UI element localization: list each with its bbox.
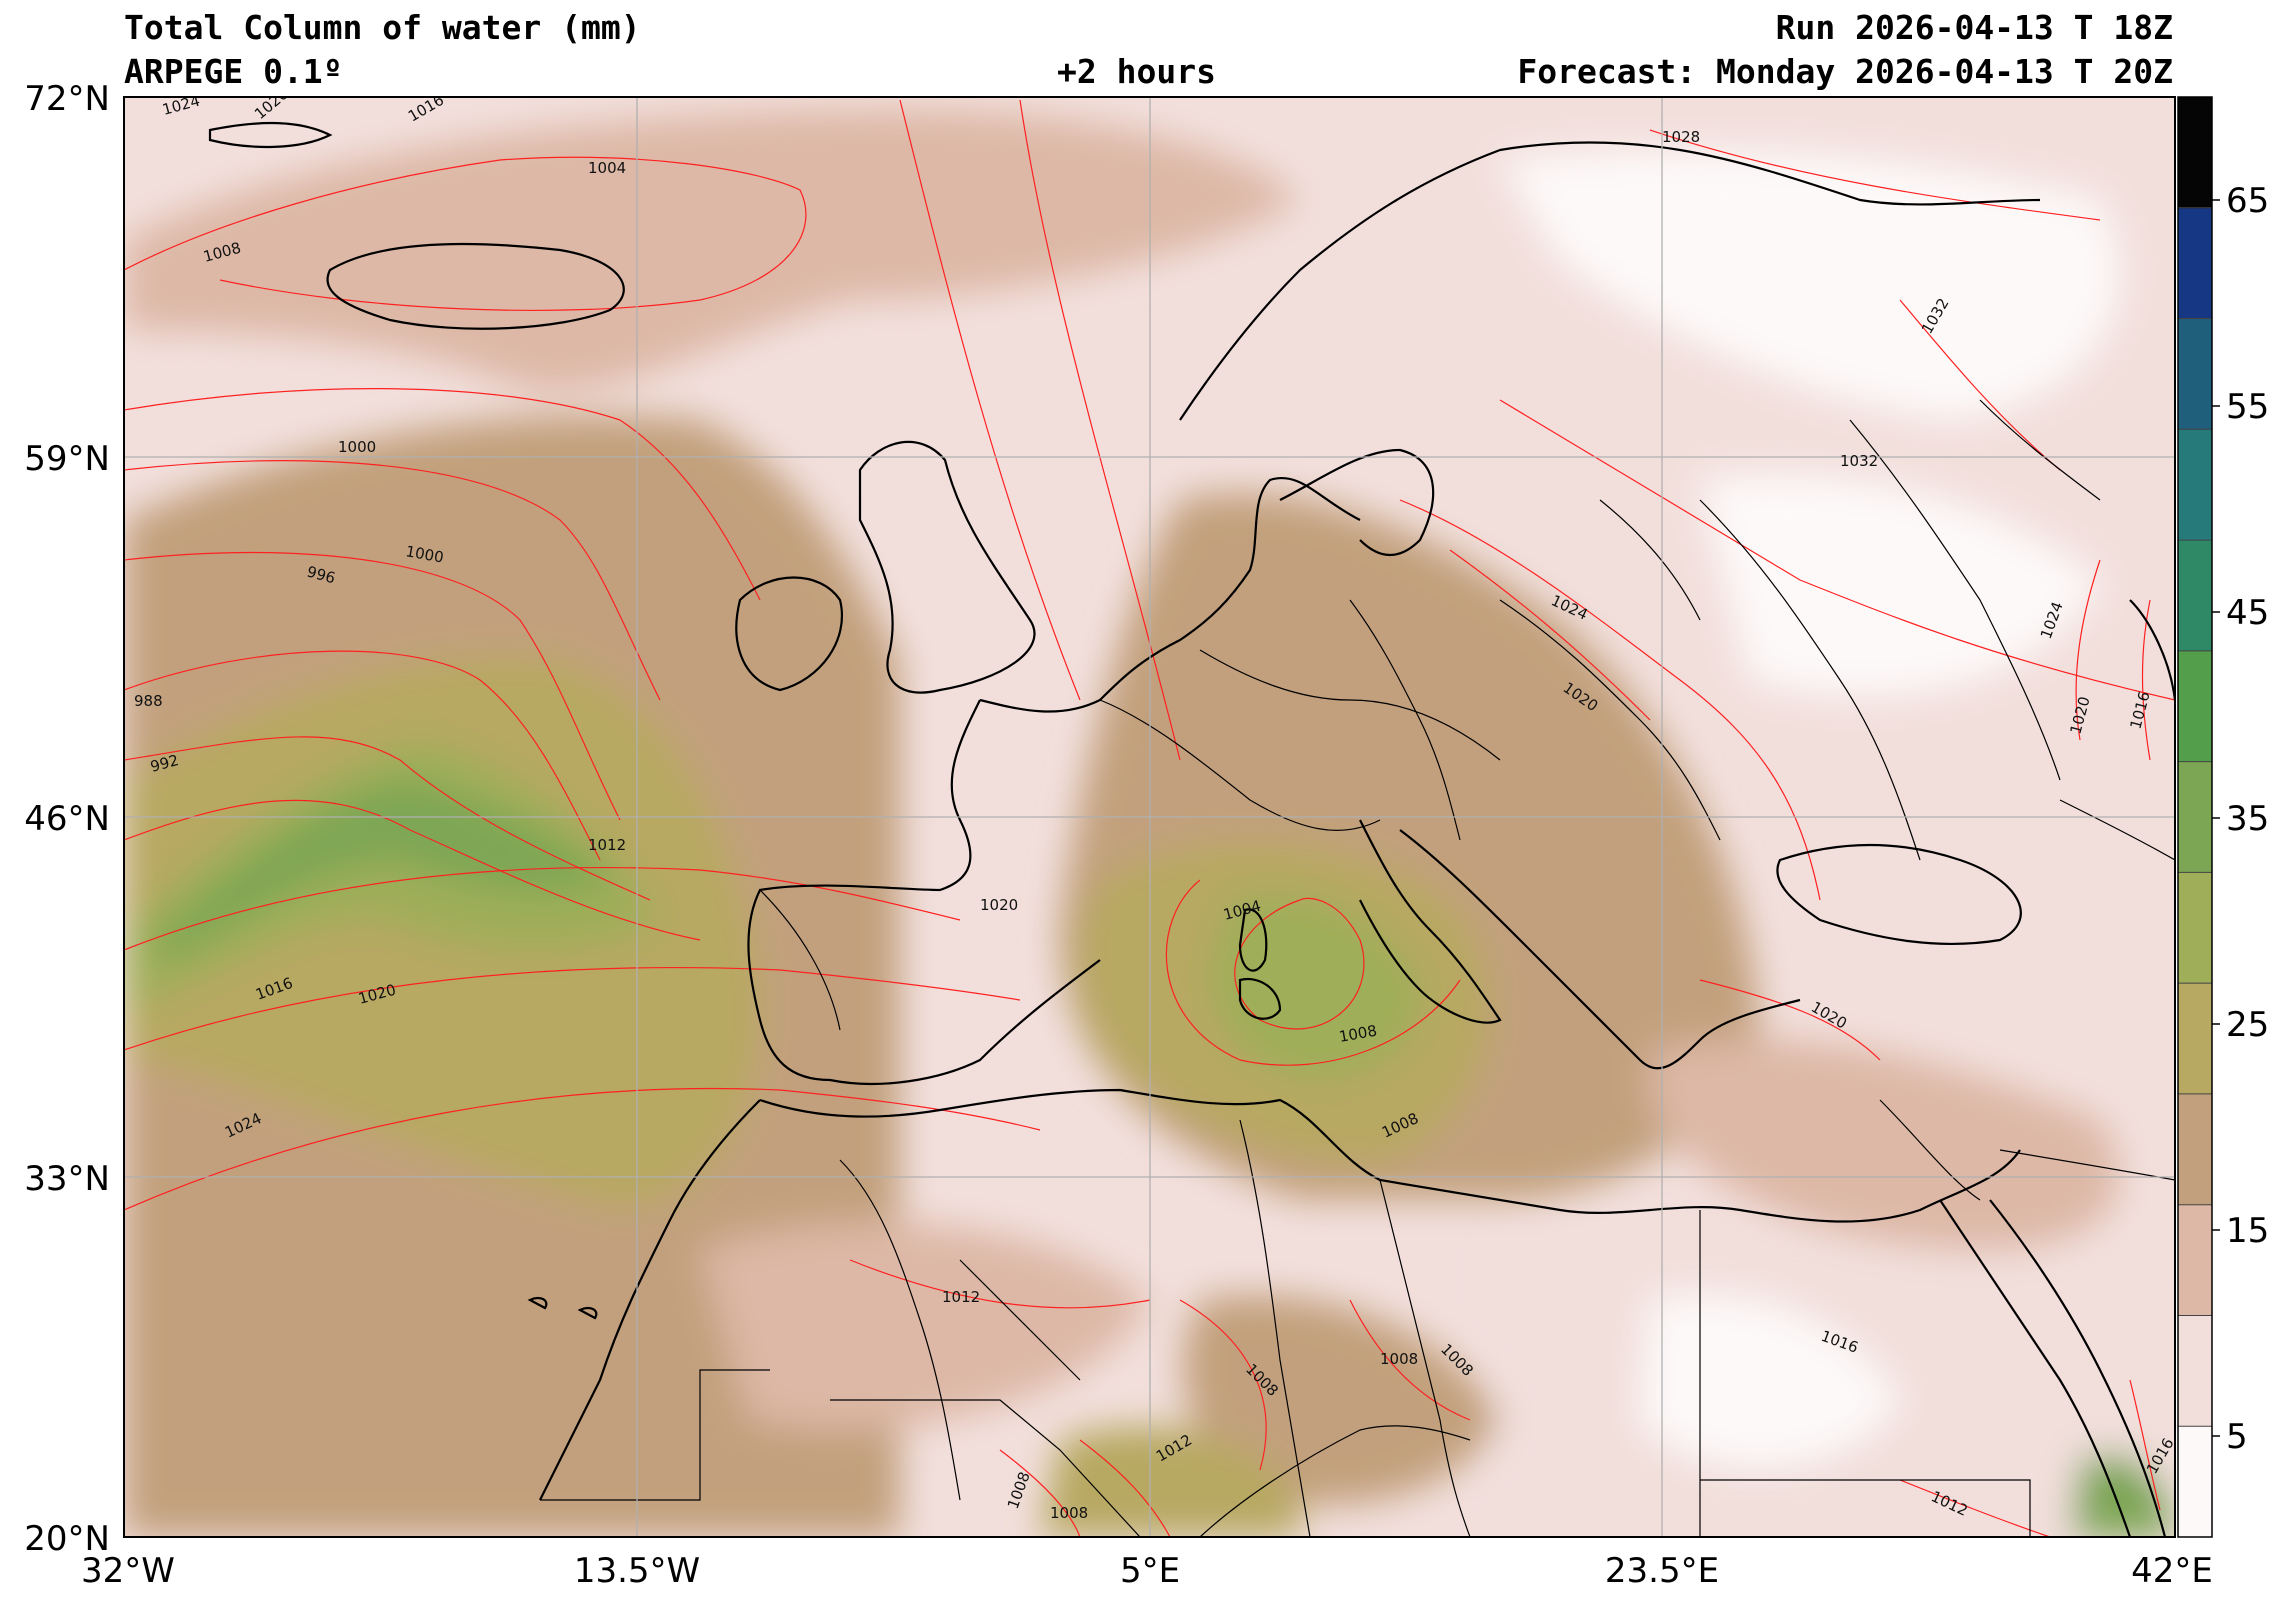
- colorbar-segment: [2178, 540, 2212, 652]
- colorbar-tick-label: 35: [2226, 799, 2269, 839]
- isobar-label: 1020: [980, 896, 1018, 914]
- lon-tick-label: 23.5°E: [1605, 1551, 1719, 1591]
- colorbar-segment: [2178, 1426, 2212, 1538]
- colorbar-frame: [2177, 96, 2213, 1538]
- isobar-label: 1032: [1840, 452, 1878, 470]
- colorbar-segment: [2178, 97, 2212, 209]
- lat-tick-label: 46°N: [24, 799, 110, 839]
- lon-tick-label: 13.5°W: [574, 1551, 700, 1591]
- colorbar-labels: 65 55 45 35 25 15 5: [2226, 181, 2269, 1457]
- lat-tick-label: 59°N: [24, 439, 110, 479]
- isobar-label: 1000: [338, 438, 376, 456]
- map-frame: [123, 96, 2176, 1538]
- colorbar-tick-label: 15: [2226, 1211, 2269, 1251]
- longitude-axis: 32°W 13.5°W 5°E 23.5°E 42°E: [81, 1551, 2213, 1591]
- lon-tick-label: 42°E: [2131, 1551, 2213, 1591]
- water-column-field: 1024 1020 1016 1004 1008 1000 1000 996 9…: [124, 97, 2175, 1537]
- run-label: Run 2026-04-13 T 18Z: [1775, 8, 2173, 47]
- colorbar-segment: [2178, 650, 2212, 763]
- colorbar-tick-label: 45: [2226, 593, 2269, 633]
- colorbar-segment: [2178, 318, 2212, 430]
- colorbar-segment: [2178, 761, 2212, 873]
- country-borders: [540, 399, 2175, 1537]
- model-label: ARPEGE 0.1º: [124, 52, 343, 91]
- colorbar-tick-label: 25: [2226, 1005, 2269, 1045]
- isobar-label: 1012: [942, 1288, 980, 1306]
- isobar-label: 1004: [588, 159, 626, 177]
- lat-tick-label: 20°N: [24, 1519, 110, 1559]
- isobar-lines: [124, 99, 2175, 1537]
- map-title: Total Column of water (mm): [124, 8, 641, 47]
- isobar-label: 1008: [1050, 1504, 1088, 1522]
- colorbar-segment: [2178, 429, 2212, 541]
- isobar-label: 1008: [1380, 1350, 1418, 1368]
- isobar-label: 988: [134, 692, 163, 710]
- colorbar-segment: [2178, 872, 2212, 984]
- lon-tick-label: 5°E: [1120, 1551, 1180, 1591]
- forecast-label: Forecast: Monday 2026-04-13 T 20Z: [1517, 52, 2173, 91]
- colorbar-tick-label: 65: [2226, 181, 2269, 221]
- colorbar-segment: [2178, 1315, 2212, 1427]
- lead-time-label: +2 hours: [1057, 52, 1216, 91]
- lat-tick-label: 33°N: [24, 1159, 110, 1199]
- graticule: [124, 97, 2175, 1537]
- colorbar-segment: [2178, 983, 2212, 1095]
- colorbar-tick-label: 55: [2226, 387, 2269, 427]
- colorbar-segment: [2178, 1093, 2212, 1206]
- lat-tick-label: 72°N: [24, 79, 110, 119]
- isobar-label: 1028: [1662, 128, 1700, 146]
- colorbar: [2177, 96, 2220, 1538]
- colorbar-segment: [2178, 1204, 2212, 1316]
- colorbar-tick-label: 5: [2226, 1417, 2248, 1457]
- lon-tick-label: 32°W: [81, 1551, 175, 1591]
- colorbar-segment: [2178, 207, 2212, 320]
- latitude-axis: 72°N 59°N 46°N 33°N 20°N: [24, 79, 110, 1559]
- isobar-label: 1012: [588, 836, 626, 854]
